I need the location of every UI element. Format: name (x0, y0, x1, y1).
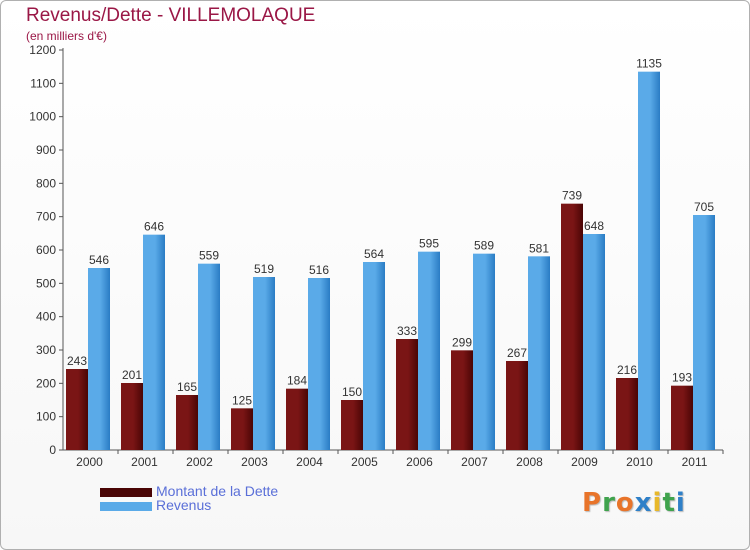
bar-revenue (473, 253, 495, 450)
data-label-revenue: 595 (419, 237, 439, 251)
x-tick-label: 2007 (461, 455, 488, 469)
y-tick-label: 500 (36, 276, 56, 290)
x-tick-label: 2002 (186, 455, 213, 469)
y-tick-label: 200 (36, 376, 56, 390)
bar-debt (451, 350, 473, 450)
bar-debt (176, 395, 198, 450)
proxiti-logo: Proxiti (582, 488, 686, 518)
y-tick-label: 400 (36, 310, 56, 324)
bar-revenue (253, 277, 275, 450)
legend-label-revenue: Revenus (156, 497, 212, 513)
bar-debt (671, 385, 693, 450)
bar-debt (286, 388, 308, 450)
data-label-debt: 299 (452, 335, 472, 349)
data-label-revenue: 559 (199, 249, 219, 263)
bar-debt (561, 203, 583, 450)
logo-letter: i (652, 488, 663, 518)
y-tick-label: 300 (36, 343, 56, 357)
y-tick-label: 1000 (29, 110, 56, 124)
logo-letter: t (662, 488, 676, 518)
data-label-revenue: 564 (364, 247, 384, 261)
y-tick-label: 600 (36, 243, 56, 257)
bar-debt (396, 339, 418, 450)
bar-debt (506, 361, 528, 450)
data-label-revenue: 705 (694, 200, 714, 214)
bar-revenue (583, 234, 605, 450)
x-tick-label: 2004 (296, 455, 323, 469)
bar-revenue (308, 278, 330, 450)
data-label-revenue: 516 (309, 263, 329, 277)
bar-revenue (638, 71, 660, 451)
x-tick-label: 2003 (241, 455, 268, 469)
bar-debt (616, 378, 638, 450)
data-label-revenue: 546 (89, 253, 109, 267)
bar-revenue (88, 268, 110, 450)
data-label-debt: 165 (177, 380, 197, 394)
data-label-revenue: 589 (474, 239, 494, 253)
data-label-debt: 216 (617, 363, 637, 377)
x-tick-label: 2005 (351, 455, 378, 469)
data-label-revenue: 519 (254, 262, 274, 276)
data-label-debt: 739 (562, 189, 582, 203)
logo-letter: o (615, 488, 635, 518)
chart-subtitle: (en milliers d'€) (26, 29, 107, 43)
bar-debt (121, 383, 143, 450)
bar-debt (341, 400, 363, 450)
x-tick-label: 2008 (516, 455, 543, 469)
bar-revenue (693, 215, 715, 450)
bar-revenue (363, 262, 385, 450)
logo-letter: r (602, 488, 616, 518)
x-tick-label: 2000 (76, 455, 103, 469)
y-tick-label: 900 (36, 143, 56, 157)
y-tick-label: 100 (36, 410, 56, 424)
data-label-debt: 333 (397, 324, 417, 338)
data-label-debt: 193 (672, 371, 692, 385)
bar-revenue (143, 234, 165, 450)
x-tick-label: 2001 (131, 455, 158, 469)
x-tick-label: 2006 (406, 455, 433, 469)
y-tick-label: 1100 (30, 76, 56, 90)
legend-swatch-debt (100, 488, 152, 497)
data-label-revenue: 1135 (636, 57, 662, 71)
bar-revenue (198, 263, 220, 450)
legend-swatch-revenue (100, 502, 152, 511)
y-tick-label: 800 (36, 176, 56, 190)
data-label-debt: 184 (287, 374, 307, 388)
data-label-debt: 201 (122, 368, 142, 382)
x-tick-label: 2010 (626, 455, 653, 469)
data-label-revenue: 648 (584, 219, 604, 233)
y-tick-label: 700 (36, 210, 56, 224)
data-label-debt: 267 (507, 346, 527, 360)
logo-letter: x (634, 488, 653, 518)
data-label-revenue: 646 (144, 220, 164, 234)
data-label-revenue: 581 (529, 241, 549, 255)
x-tick-label: 2009 (571, 455, 598, 469)
legend-label-debt: Montant de la Dette (156, 483, 279, 499)
y-tick-label: 0 (49, 443, 56, 457)
bar-debt (66, 369, 88, 450)
logo-letter: i (675, 488, 686, 518)
data-label-debt: 125 (232, 393, 252, 407)
y-tick-label: 1200 (29, 43, 56, 57)
chart-title: Revenus/Dette - VILLEMOLAQUE (26, 5, 316, 26)
data-label-debt: 150 (342, 385, 362, 399)
data-label-debt: 243 (67, 354, 87, 368)
logo-letter: P (582, 488, 603, 518)
bar-revenue (528, 256, 550, 450)
x-tick-label: 2011 (682, 455, 708, 469)
bar-debt (231, 408, 253, 450)
bar-revenue (418, 251, 440, 450)
